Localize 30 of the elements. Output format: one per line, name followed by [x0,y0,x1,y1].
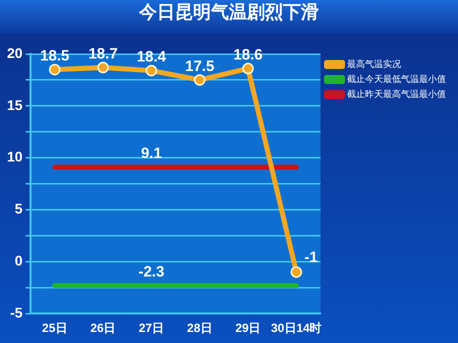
data-label: -1 [304,249,318,266]
chart-title: 今日昆明气温剧烈下滑 [0,0,458,34]
x-tick-label: 30日14时 [270,321,322,336]
data-label: -2.3 [138,264,164,281]
data-label: 9.1 [140,145,162,162]
point [146,64,158,76]
x-tick-label: 27日 [138,321,164,336]
y-tick-label: 0 [14,252,23,269]
x-tick-label: 25日 [42,321,68,336]
point [290,266,302,278]
y-tick-label: 20 [6,44,23,61]
data-label: 18.6 [233,46,263,64]
y-tick-label: 5 [14,200,23,217]
legend-label: 截止今天最低气温最小值 [347,74,446,85]
point [242,62,254,74]
y-tick-label: 15 [6,96,23,113]
x-tick-label: 26日 [90,321,116,336]
data-label: 17.5 [185,58,214,75]
legend-label: 最高气温实况 [347,58,401,70]
data-label: 18.5 [40,48,70,65]
y-tick-label: 10 [6,148,23,165]
data-label: 18.7 [88,46,118,62]
legend-label: 截止昨天最高气温最小值 [347,88,446,100]
point [97,62,109,74]
point [194,74,206,86]
y-tick-label: -5 [10,304,23,320]
x-tick-label: 28日 [187,321,212,336]
point [48,64,60,76]
data-label: 18.4 [136,48,167,66]
x-tick-label: 29日 [235,321,261,336]
